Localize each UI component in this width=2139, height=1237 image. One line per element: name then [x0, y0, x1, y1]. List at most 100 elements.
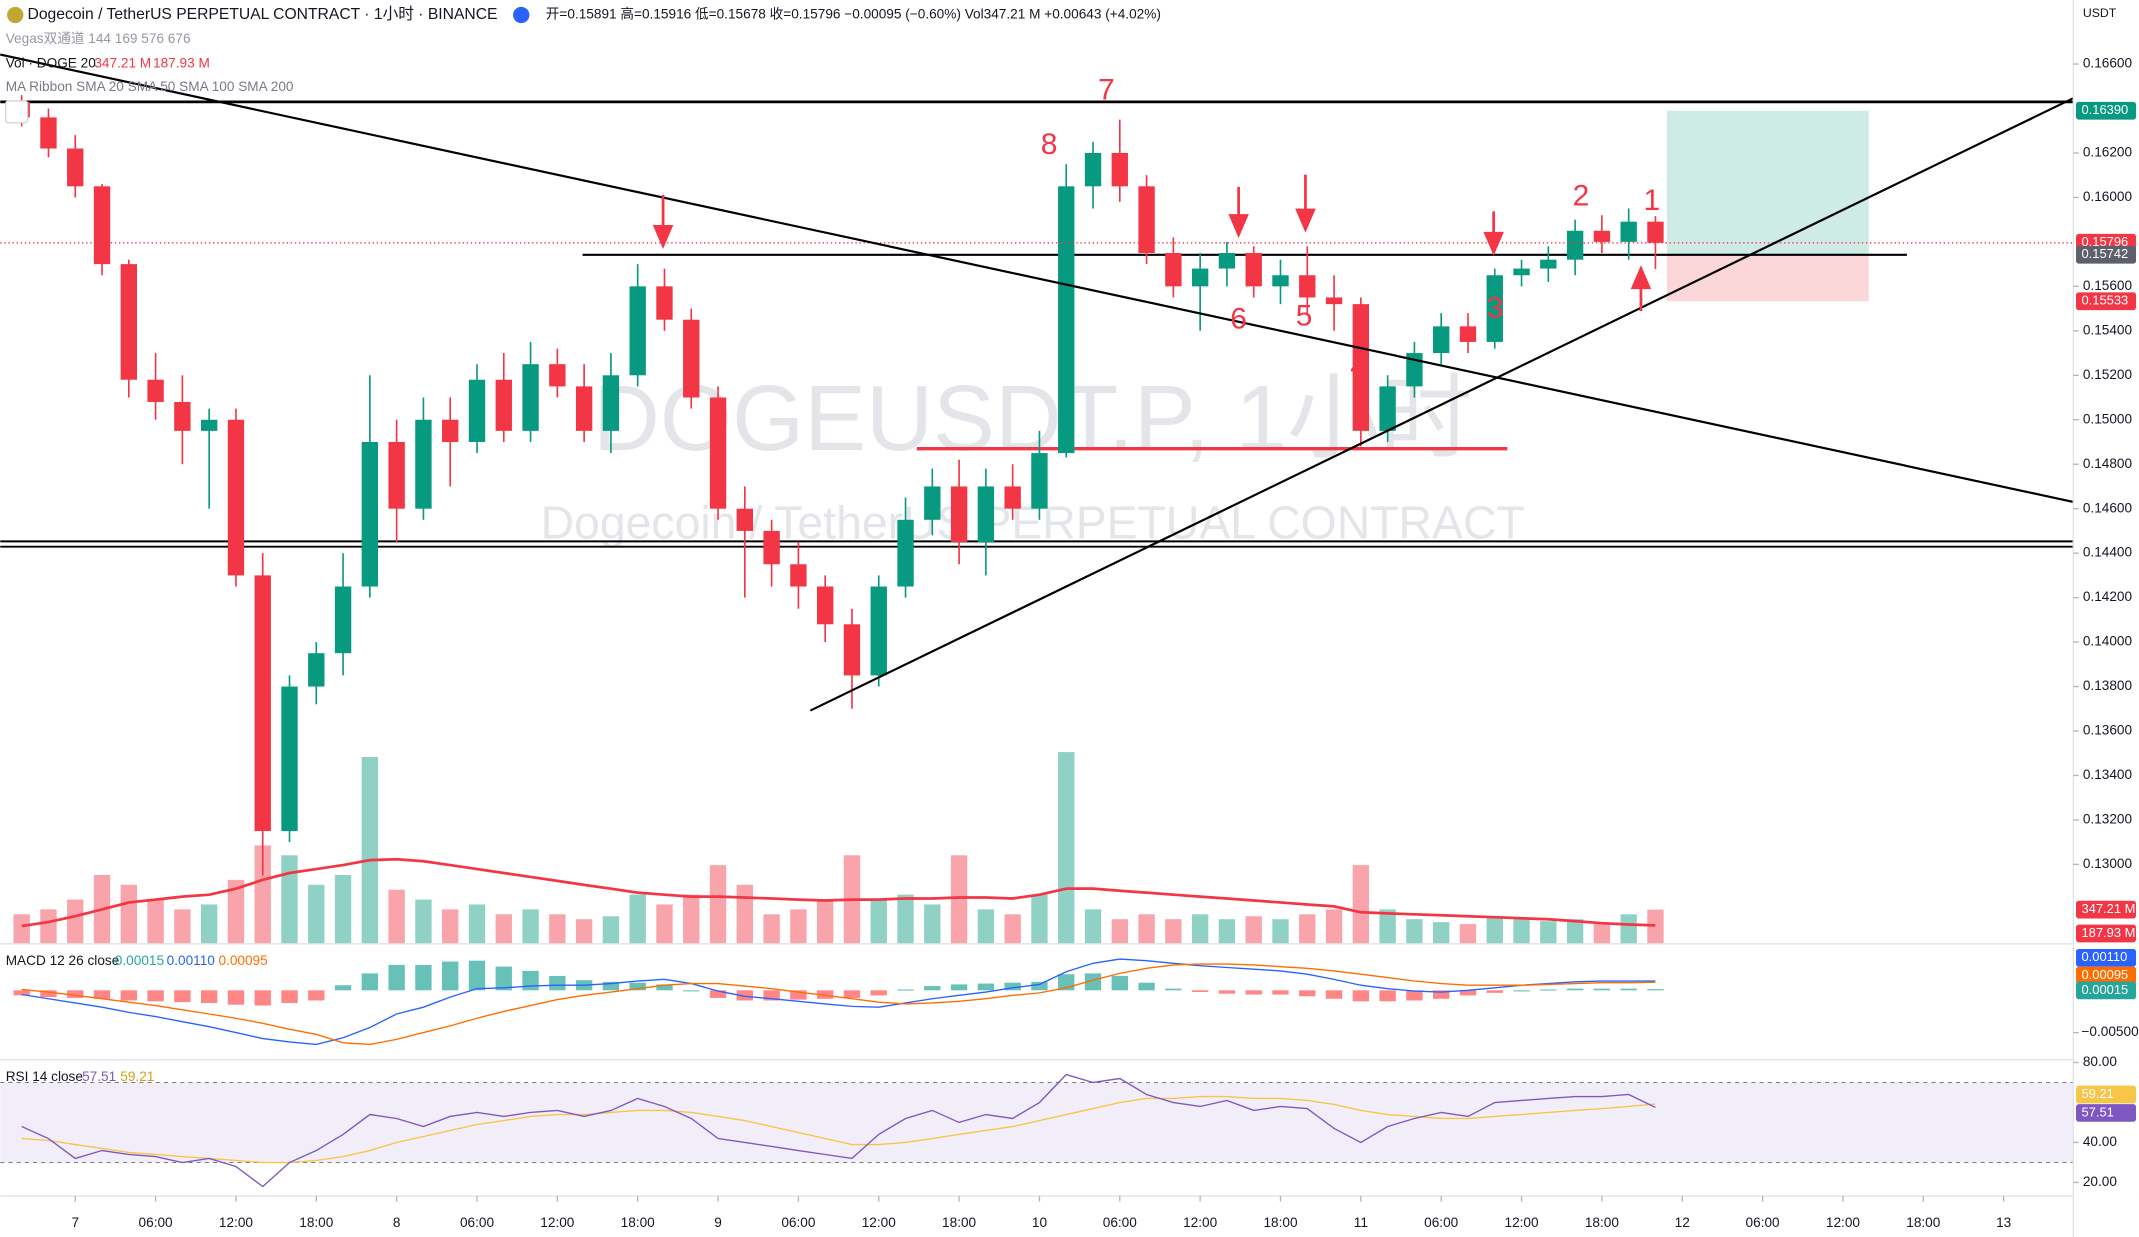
macd-hist [334, 985, 352, 991]
volume-bar [1004, 914, 1021, 944]
x-tick-label: 06:00 [1424, 1215, 1459, 1230]
y-tick-label: 0.13400 [2083, 767, 2133, 782]
ohlc: 开=0.15891 高=0.15916 低=0.15678 收=0.15796 … [546, 6, 1161, 22]
arrows [652, 174, 1652, 311]
x-tick-label: 06:00 [1103, 1215, 1138, 1230]
candle-body [120, 264, 137, 380]
candle-body [415, 419, 432, 509]
candle-body [709, 397, 727, 509]
candle-body [1513, 268, 1530, 276]
x-tick-label: 12:00 [219, 1215, 254, 1230]
candle-body [924, 486, 941, 520]
plot [0, 95, 2074, 1188]
macd-hist [1111, 975, 1128, 991]
volume-bar [67, 899, 84, 944]
x-tick-label: 12:00 [1183, 1215, 1218, 1230]
macd-hist [1138, 982, 1155, 991]
volume-bar [1245, 916, 1262, 944]
volume-bar [1111, 919, 1128, 944]
x-tick-label: 11 [1354, 1215, 1368, 1230]
volume-bar [656, 904, 673, 944]
x-tick-label: 13 [1996, 1215, 2011, 1230]
annotation: 1 [1644, 184, 1661, 217]
rsi-tick-label: 20.00 [2083, 1174, 2118, 1189]
y-tick-label: 0.13600 [2083, 723, 2133, 738]
y-tick-label: 0.16000 [2083, 189, 2133, 204]
macd-hist [1218, 990, 1236, 994]
macd-tick-label: −0.00500 [2081, 1024, 2139, 1039]
macd-hist [1620, 988, 1637, 991]
macd-hist [495, 966, 512, 991]
candle-body [1031, 453, 1048, 509]
y-tick-label: 0.15400 [2083, 322, 2133, 337]
watermark: DOGEUSDT.P, 1小时 Dogecoin / TetherUS PERP… [541, 366, 1525, 549]
macd-hist [843, 990, 861, 998]
macd-hist [1245, 990, 1262, 995]
candle-body [522, 364, 539, 431]
candle-body [1486, 275, 1503, 342]
collapse-button[interactable] [5, 100, 29, 124]
symbol-title: Dogecoin / TetherUS PERPETUAL CONTRACT ·… [28, 5, 498, 23]
currency[interactable]: USDT [2083, 6, 2117, 20]
macd-hist [254, 990, 271, 1006]
volume-bar [950, 855, 968, 944]
volume-bar [1486, 916, 1503, 944]
macd-hist [602, 981, 620, 991]
x-tick-label: 12:00 [1826, 1215, 1861, 1230]
candle-body [1004, 486, 1021, 509]
down-arrow [652, 195, 674, 249]
axis-badge-label: 187.93 M [2081, 925, 2135, 940]
candle-body [816, 586, 834, 625]
drawings: 7 8 6 5 4 3 2 1 [0, 53, 2074, 712]
macd-hist [308, 990, 325, 1001]
volume-bar [1191, 914, 1209, 944]
volume-bar [1218, 919, 1236, 944]
axis-badge [2076, 292, 2137, 311]
x-tick-label: 18:00 [1585, 1215, 1620, 1230]
x-tick-label: 18:00 [1263, 1215, 1298, 1230]
macd-hist [1272, 990, 1289, 995]
candle-body [1459, 326, 1477, 342]
axis-badge-label: 57.51 [2081, 1104, 2113, 1119]
candle-body [1540, 259, 1557, 269]
macd-hist [522, 970, 539, 991]
axis-badge-label: 0.15742 [2081, 246, 2128, 261]
candle-body [575, 386, 593, 431]
price-axis-bg [2073, 0, 2139, 1237]
volume-bar [147, 899, 164, 944]
y-tick-label: 0.13800 [2083, 678, 2133, 693]
indicator-ribbon: MA Ribbon SMA 20 SMA 50 SMA 100 SMA 200 [6, 79, 294, 94]
x-tick-label: 12:00 [1504, 1215, 1539, 1230]
y-tick-label: 0.15000 [2083, 411, 2133, 426]
compare-icon[interactable] [513, 6, 530, 24]
macd-hist [816, 990, 834, 999]
y-tick-label: 0.13200 [2083, 812, 2133, 827]
annotation: 3 [1487, 292, 1504, 325]
volume-bar [1513, 919, 1530, 944]
macd-hist [281, 990, 298, 1004]
y-tick-label: 0.15600 [2083, 278, 2133, 293]
candle-body [950, 486, 968, 543]
macd-line [21, 958, 1656, 1046]
macd-hist [40, 990, 57, 998]
x-tick-label: 7 [71, 1215, 79, 1230]
volume-bar [790, 909, 807, 944]
candle-body [843, 624, 861, 676]
macd-hist [147, 990, 164, 1002]
axis-badge [2076, 1085, 2137, 1104]
volume-bar [870, 899, 887, 944]
volume-bar [629, 894, 646, 944]
axis-badge-label: 0.00015 [2081, 982, 2128, 997]
macd-hist [790, 990, 807, 1000]
candle-body [1379, 386, 1396, 431]
x-tick-label: 8 [393, 1215, 401, 1230]
candle-body [40, 117, 57, 149]
candle-body [977, 486, 995, 543]
rsi-ma [21, 1095, 1656, 1164]
y-tick-label: 0.16200 [2083, 145, 2133, 160]
axis-badge-label: 0.00110 [2081, 949, 2127, 964]
candle-body [442, 419, 459, 442]
candle-body [174, 401, 191, 431]
volume-bar [174, 909, 191, 944]
x-tick-label: 12:00 [862, 1215, 897, 1230]
